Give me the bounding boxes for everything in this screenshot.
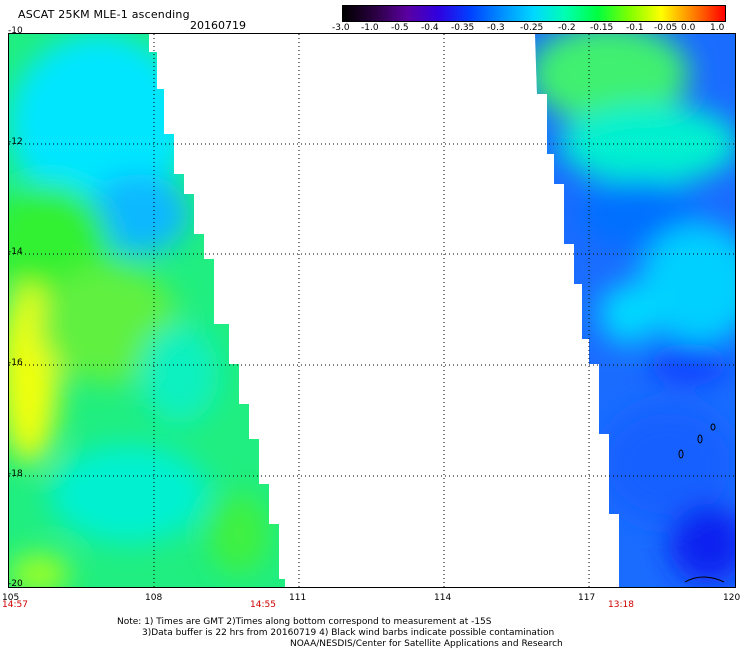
time-left: 14:57 (2, 600, 28, 610)
colorbar-label: -0.2 (558, 23, 576, 33)
note-line-1: Note: 1) Times are GMT 2)Times along bot… (117, 617, 492, 627)
colorbar-label: -0.35 (451, 23, 475, 33)
note-line-3: NOAA/NESDIS/Center for Satellite Applica… (290, 639, 563, 649)
colorbar-label: -0.15 (590, 23, 614, 33)
colorbar-label: 0.0 (681, 23, 696, 33)
lon-label: 117 (578, 593, 596, 603)
right-swath (535, 34, 735, 587)
lat-label: -20 (8, 579, 23, 589)
lon-label: 114 (434, 593, 452, 603)
colorbar-label: -0.25 (520, 23, 544, 33)
lat-label: -12 (8, 137, 23, 147)
lon-label: 108 (145, 593, 163, 603)
colorbar-label: 1.0 (710, 23, 725, 33)
colorbar-label: -0.3 (487, 23, 505, 33)
colorbar-label: -3.0 (332, 23, 350, 33)
lat-label: -18 (8, 469, 23, 479)
map-date: 20160719 (190, 19, 246, 32)
time-mid: 14:55 (250, 600, 276, 610)
colorbar-labels: -3.0 -1.0 -0.5 -0.4 -0.35 -0.3 -0.25 -0.… (330, 23, 730, 35)
colorbar-label: -0.5 (391, 23, 409, 33)
left-swath (9, 34, 285, 587)
time-right: 13:18 (608, 600, 634, 610)
lat-label: -16 (8, 358, 23, 368)
lon-label: 111 (289, 593, 307, 603)
grid-lines (9, 34, 735, 587)
colorbar-label: -0.4 (421, 23, 439, 33)
colorbar-label: -0.1 (626, 23, 644, 33)
colorbar-label: -0.05 (654, 23, 678, 33)
map-title: ASCAT 25KM MLE-1 ascending (18, 8, 190, 21)
colorbar (342, 5, 726, 22)
colorbar-label: -1.0 (361, 23, 379, 33)
lat-label: -10 (8, 26, 23, 36)
lat-label: -14 (8, 247, 23, 257)
coastline-islands (678, 423, 725, 583)
swath-map (9, 34, 735, 587)
lon-label: 105 (2, 593, 20, 603)
map-plot-area (8, 33, 736, 588)
lon-label: 120 (723, 593, 740, 603)
note-line-2: 3)Data buffer is 22 hrs from 20160719 4)… (142, 628, 555, 638)
